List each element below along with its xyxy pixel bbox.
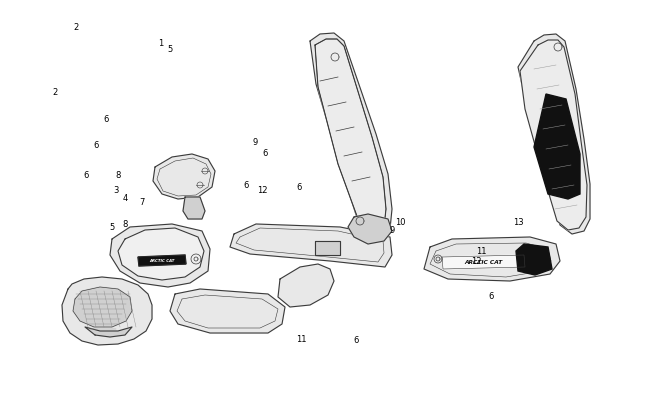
Polygon shape xyxy=(516,244,552,275)
Text: 8: 8 xyxy=(123,219,128,228)
Polygon shape xyxy=(170,289,285,333)
Text: 1: 1 xyxy=(159,39,164,48)
Polygon shape xyxy=(424,237,560,281)
Text: 6: 6 xyxy=(84,171,89,179)
Text: 9: 9 xyxy=(252,137,257,146)
Text: 13: 13 xyxy=(514,217,524,226)
Text: 11: 11 xyxy=(476,247,486,256)
Polygon shape xyxy=(278,264,334,307)
Polygon shape xyxy=(520,41,587,230)
Polygon shape xyxy=(110,224,210,287)
Polygon shape xyxy=(183,198,205,220)
Text: 5: 5 xyxy=(168,45,173,54)
Polygon shape xyxy=(442,256,525,269)
Text: 6: 6 xyxy=(103,115,109,124)
Polygon shape xyxy=(348,215,392,244)
Text: 12: 12 xyxy=(471,257,482,266)
Polygon shape xyxy=(534,95,580,200)
Text: 9: 9 xyxy=(390,226,395,234)
Text: 10: 10 xyxy=(395,217,406,226)
Text: 7: 7 xyxy=(139,198,144,207)
Polygon shape xyxy=(315,40,386,233)
Text: 6: 6 xyxy=(263,149,268,158)
Polygon shape xyxy=(153,155,215,200)
Polygon shape xyxy=(518,35,590,234)
Text: 6: 6 xyxy=(489,291,494,300)
Text: ARCTIC CAT: ARCTIC CAT xyxy=(150,258,175,262)
Text: 6: 6 xyxy=(94,141,99,149)
Polygon shape xyxy=(62,277,152,345)
Polygon shape xyxy=(118,228,204,280)
Text: 11: 11 xyxy=(296,334,306,343)
Text: 5: 5 xyxy=(109,222,114,231)
Text: 2: 2 xyxy=(53,88,58,97)
Text: 6: 6 xyxy=(243,181,248,190)
Text: 6: 6 xyxy=(354,335,359,344)
Text: 3: 3 xyxy=(113,185,118,194)
Polygon shape xyxy=(230,224,392,267)
Polygon shape xyxy=(73,287,132,327)
Text: 2: 2 xyxy=(73,23,79,32)
Text: 12: 12 xyxy=(257,185,267,194)
Polygon shape xyxy=(315,241,340,256)
Polygon shape xyxy=(85,327,132,337)
Text: 6: 6 xyxy=(296,183,302,192)
Text: ARCTIC CAT: ARCTIC CAT xyxy=(464,260,502,265)
Polygon shape xyxy=(310,34,392,237)
Text: 4: 4 xyxy=(122,194,127,203)
Text: 8: 8 xyxy=(116,171,121,179)
Polygon shape xyxy=(138,256,186,266)
